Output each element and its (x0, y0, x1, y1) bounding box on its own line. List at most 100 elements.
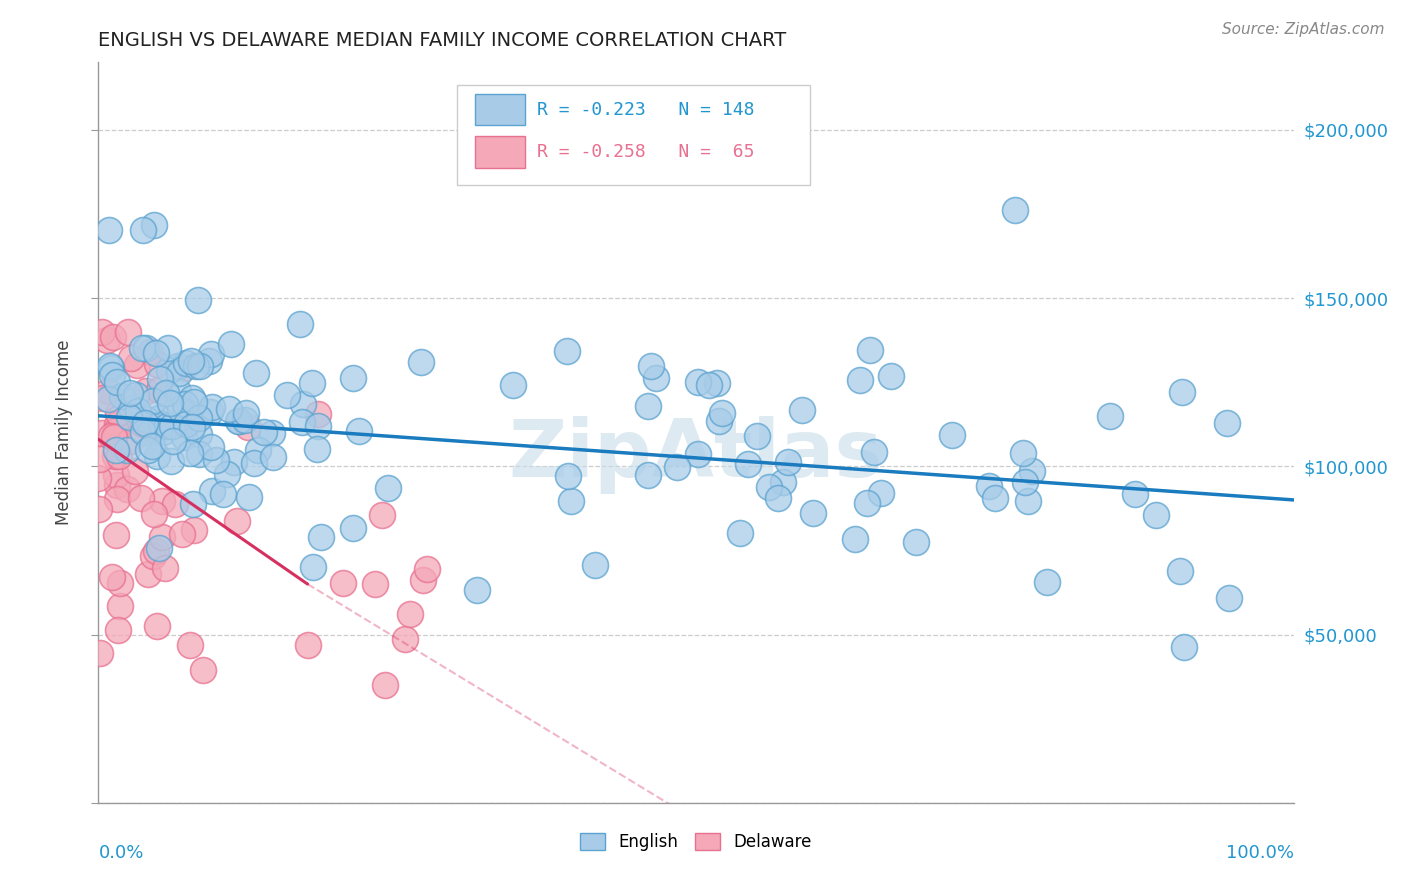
Point (135, 384, 157, 398)
Point (111, 389, 134, 403)
Point (197, 354, 219, 368)
Point (118, 409, 141, 424)
Point (201, 400, 224, 414)
Point (349, 424, 371, 438)
Point (100, 360, 122, 375)
Point (416, 562, 439, 576)
Point (342, 521, 364, 535)
Point (104, 442, 127, 457)
Point (370, 508, 392, 523)
Point (187, 411, 209, 425)
Point (107, 406, 129, 420)
Point (307, 408, 329, 422)
Point (136, 566, 159, 581)
Point (555, 343, 578, 358)
Point (728, 526, 751, 541)
Text: 0.0%: 0.0% (98, 844, 143, 862)
Point (143, 218, 166, 232)
Point (290, 317, 312, 331)
Text: 100.0%: 100.0% (1226, 844, 1294, 862)
Point (131, 341, 153, 355)
Point (557, 469, 579, 483)
Point (226, 514, 249, 528)
Point (706, 376, 728, 390)
Point (179, 446, 201, 460)
Point (188, 427, 211, 442)
Point (979, 479, 1001, 493)
Point (159, 363, 181, 377)
Point (120, 351, 142, 365)
Point (132, 417, 155, 431)
Point (228, 413, 250, 427)
Point (710, 406, 733, 420)
Point (117, 443, 139, 458)
Point (146, 449, 169, 463)
Point (134, 416, 156, 430)
Point (645, 371, 668, 385)
Point (201, 484, 224, 499)
Point (253, 425, 276, 439)
Point (1215, 416, 1237, 430)
Point (120, 401, 142, 416)
Point (1171, 384, 1194, 399)
Point (127, 358, 149, 372)
Point (156, 418, 179, 433)
Point (98, 222, 121, 236)
Point (139, 421, 162, 435)
Point (1218, 591, 1240, 605)
Point (170, 527, 193, 541)
Point (135, 341, 157, 355)
Point (174, 397, 197, 411)
Point (640, 359, 662, 373)
Point (859, 343, 882, 358)
Point (143, 507, 166, 521)
Point (96, 333, 118, 347)
Point (141, 439, 163, 453)
Point (200, 347, 222, 361)
Point (146, 357, 169, 371)
Point (108, 599, 131, 613)
Point (129, 491, 152, 506)
Point (187, 293, 209, 308)
Point (97, 392, 120, 406)
Point (863, 445, 886, 459)
Point (1099, 409, 1122, 424)
Point (1123, 487, 1146, 501)
Point (374, 678, 396, 692)
Point (183, 395, 205, 409)
Point (291, 416, 314, 430)
Point (305, 442, 328, 456)
Point (91, 391, 114, 405)
Point (105, 491, 128, 506)
Text: R = -0.223   N = 148: R = -0.223 N = 148 (537, 101, 755, 119)
Point (100, 429, 122, 443)
Point (637, 399, 659, 413)
Point (200, 440, 222, 454)
Point (174, 417, 197, 432)
Point (941, 427, 963, 442)
Point (139, 345, 162, 359)
Point (118, 434, 141, 448)
Point (152, 425, 174, 439)
Point (844, 532, 866, 546)
Point (1021, 464, 1043, 478)
Point (1004, 202, 1026, 217)
Point (1168, 564, 1191, 578)
Point (90, 426, 112, 441)
Point (141, 394, 163, 409)
Point (115, 482, 138, 496)
Point (984, 491, 1007, 505)
Point (105, 468, 128, 483)
Point (181, 420, 204, 434)
Point (766, 491, 789, 506)
Point (148, 383, 170, 397)
Point (307, 419, 329, 434)
Point (772, 475, 794, 490)
Point (219, 337, 242, 351)
Point (107, 376, 129, 390)
Point (686, 375, 709, 389)
Point (97, 384, 120, 398)
Point (89, 502, 111, 516)
Point (218, 402, 240, 417)
Point (188, 359, 211, 374)
